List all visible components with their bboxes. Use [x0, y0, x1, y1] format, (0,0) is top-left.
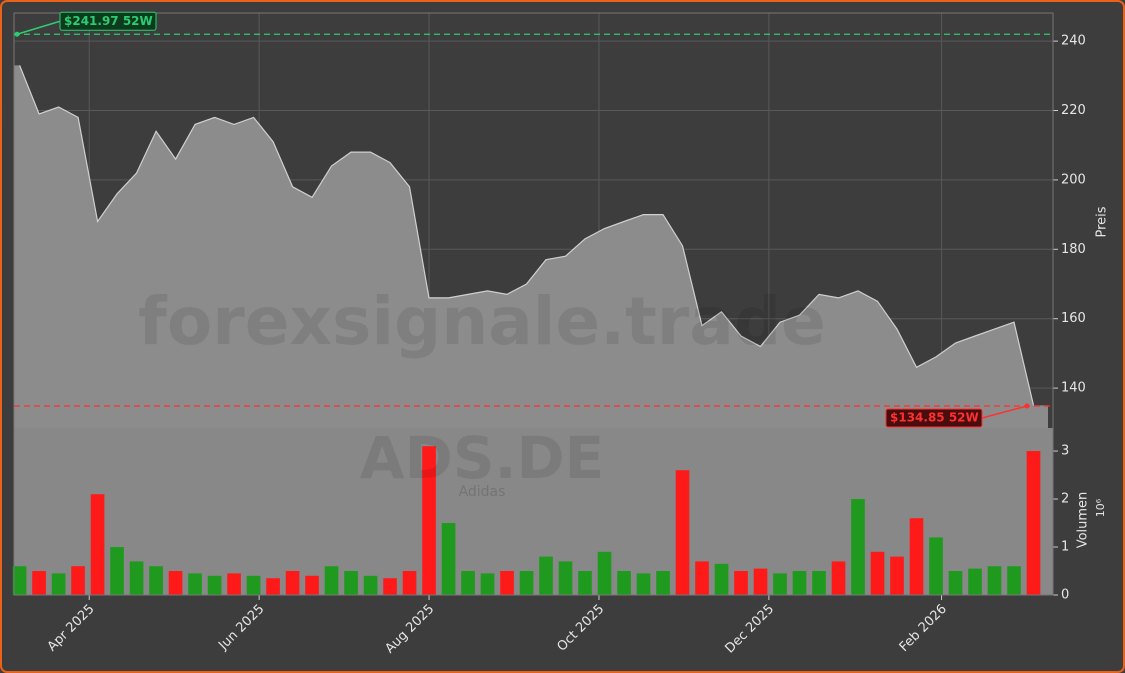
marks — [12, 65, 1048, 595]
volume-bar — [558, 561, 573, 595]
volume-bar — [1026, 451, 1041, 595]
y-tick-label: 2 — [1061, 492, 1069, 507]
volume-bar — [266, 578, 280, 595]
volume-bar — [519, 571, 534, 595]
volume-bar — [149, 566, 163, 595]
volume-bar — [110, 547, 124, 595]
reference-arrow-head — [1024, 403, 1030, 409]
reference-arrow — [16, 20, 61, 35]
volume-bar — [344, 571, 358, 595]
y-axis-title: Preis — [1095, 206, 1110, 237]
volume-bar — [188, 573, 202, 595]
price-area — [14, 65, 1048, 429]
volume-bar — [617, 571, 631, 595]
volume-bar — [305, 575, 319, 595]
symbol-watermark: ADS.DE — [360, 424, 605, 492]
volume-bar — [324, 566, 339, 595]
volume-bar — [831, 561, 846, 595]
price-line — [19, 65, 1035, 406]
y-tick-label: 140 — [1061, 381, 1086, 396]
y-tick-label: 0 — [1061, 588, 1069, 603]
volume-bar — [578, 571, 592, 595]
volume-bar — [909, 518, 924, 595]
volume-bar — [500, 571, 514, 595]
volume-bar — [968, 568, 982, 595]
volume-bar — [227, 573, 241, 595]
volume-bar — [714, 563, 729, 595]
watermark: forexsignale.trade — [138, 283, 826, 360]
volume-bar — [285, 571, 300, 595]
y-tick-label: 200 — [1061, 172, 1086, 187]
volume-bar — [539, 556, 553, 595]
volume-bar — [12, 566, 27, 595]
volume-bar — [90, 494, 105, 595]
axes-frame — [13, 12, 1054, 596]
volume-bar — [773, 573, 787, 595]
volume-bar — [636, 573, 651, 595]
volume-bar — [890, 556, 904, 595]
volume-bar — [792, 571, 807, 595]
reference-arrow-head — [14, 31, 20, 37]
volume-bar — [734, 571, 748, 595]
y-tick-label: 1 — [1061, 540, 1069, 555]
volume-bar — [948, 571, 963, 595]
volume-bar — [129, 561, 144, 595]
volume-bar — [422, 446, 436, 595]
volume-bar — [441, 523, 456, 595]
volume-bar — [987, 566, 1002, 595]
y-tick-label: 220 — [1061, 103, 1086, 118]
volume-bar — [402, 571, 417, 595]
volume-bar — [168, 571, 183, 595]
volume-bar — [851, 499, 865, 595]
volume-bar — [929, 537, 943, 595]
volume-bar — [363, 575, 378, 595]
volume-bar — [51, 573, 66, 595]
volume-bar — [812, 571, 826, 595]
volume-axis-title: Volumen — [1076, 492, 1091, 549]
volume-bar — [753, 568, 768, 595]
volume-bar — [695, 561, 709, 595]
volume-bar — [383, 578, 397, 595]
volume-multiplier: 10⁶ — [1094, 498, 1107, 517]
volume-bar — [675, 470, 690, 595]
y-tick-label: 240 — [1061, 34, 1086, 49]
y-tick-label: 160 — [1061, 311, 1086, 326]
y-tick-label: 3 — [1061, 444, 1069, 459]
volume-bar — [870, 551, 885, 595]
volume-bar — [246, 575, 261, 595]
volume-bar — [32, 571, 46, 595]
name-watermark: Adidas — [459, 484, 506, 500]
volume-bar — [207, 575, 222, 595]
volume-bar — [1007, 566, 1021, 595]
y-tick-label: 180 — [1061, 242, 1086, 257]
reference-label: $241.97 52W — [64, 14, 153, 28]
volume-bar — [656, 571, 670, 595]
volume-bar — [461, 571, 475, 595]
volume-bar — [597, 551, 612, 595]
volume-bar — [71, 566, 85, 595]
reference-label: $134.85 52W — [890, 410, 979, 424]
reference-arrow — [981, 405, 1028, 419]
volume-bar — [480, 573, 495, 595]
